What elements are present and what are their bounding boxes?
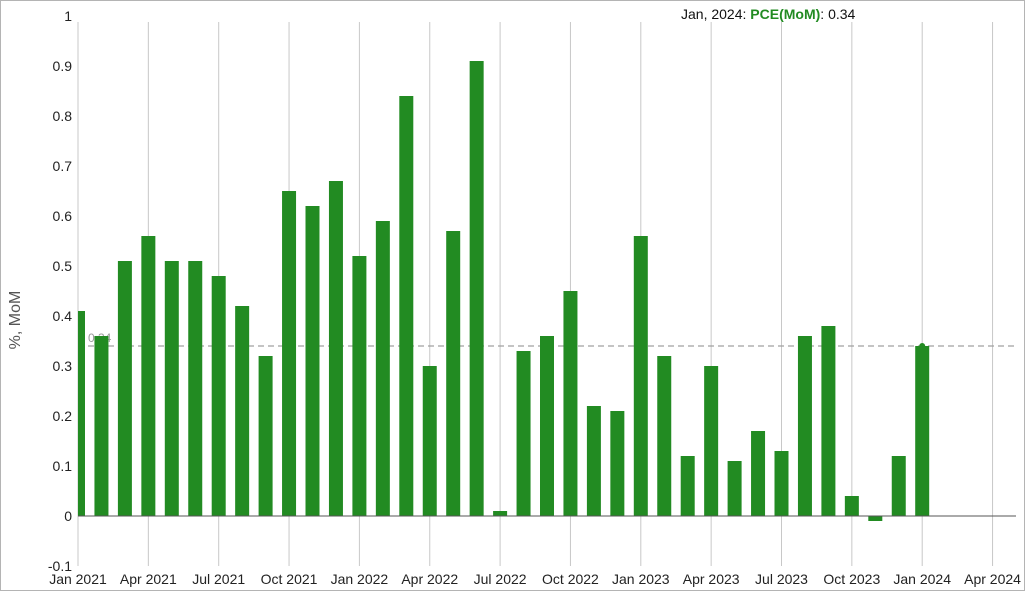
bar bbox=[446, 231, 461, 516]
bar bbox=[586, 406, 601, 516]
y-tick-label: 0.1 bbox=[53, 458, 73, 474]
bar bbox=[657, 356, 672, 516]
bar bbox=[680, 456, 695, 516]
x-tick-label: Jan 2022 bbox=[331, 571, 389, 587]
bar bbox=[891, 456, 906, 516]
bar bbox=[704, 366, 719, 516]
y-tick-label: 0.7 bbox=[53, 158, 73, 174]
y-tick-label: 0.6 bbox=[53, 208, 73, 224]
bar bbox=[352, 256, 367, 516]
hover-readout: Jan, 2024: PCE(MoM): 0.34 bbox=[681, 6, 856, 22]
x-tick-label: Oct 2023 bbox=[823, 571, 880, 587]
y-tick-label: 0.3 bbox=[53, 358, 73, 374]
bar bbox=[211, 276, 226, 516]
readout-date: Jan, 2024 bbox=[681, 6, 743, 22]
bar bbox=[258, 356, 273, 516]
readout-value: 0.34 bbox=[828, 6, 855, 22]
x-tick-label: Oct 2022 bbox=[542, 571, 599, 587]
y-tick-label: 0.5 bbox=[53, 258, 73, 274]
bar bbox=[915, 346, 930, 516]
x-axis-ticks: Jan 2021 Apr 2021 Jul 2021 Oct 2021 Jan 2022… bbox=[49, 571, 1021, 587]
bar bbox=[469, 61, 484, 516]
x-tick-label: Jan 2024 bbox=[893, 571, 951, 587]
bar bbox=[797, 336, 812, 516]
bar bbox=[563, 291, 578, 516]
readout-sep-2: : bbox=[820, 6, 828, 22]
x-tick-label: Jan 2021 bbox=[49, 571, 107, 587]
bar bbox=[821, 326, 836, 516]
bar bbox=[727, 461, 742, 516]
y-tick-label: -0.1 bbox=[48, 558, 72, 574]
bar bbox=[493, 511, 508, 516]
y-axis-title: %, MoM bbox=[7, 291, 24, 350]
x-tick-label: Jan 2023 bbox=[612, 571, 670, 587]
bar bbox=[305, 206, 320, 516]
bar bbox=[375, 221, 390, 516]
x-tick-label: Apr 2021 bbox=[120, 571, 177, 587]
bar bbox=[117, 261, 132, 516]
bar bbox=[164, 261, 179, 516]
highlight-marker bbox=[919, 343, 926, 349]
x-tick-label: Jul 2021 bbox=[192, 571, 245, 587]
bar bbox=[141, 236, 156, 516]
bar bbox=[94, 336, 109, 516]
y-tick-label: 0.9 bbox=[53, 58, 73, 74]
bar bbox=[516, 351, 531, 516]
y-tick-label: 0 bbox=[64, 508, 72, 524]
bar bbox=[328, 181, 343, 516]
bar bbox=[868, 516, 883, 521]
x-tick-label: Jul 2023 bbox=[755, 571, 808, 587]
bar bbox=[774, 451, 789, 516]
bar bbox=[422, 366, 437, 516]
bars bbox=[78, 61, 930, 521]
bar bbox=[844, 496, 859, 516]
bar bbox=[78, 311, 85, 516]
x-tick-label: Oct 2021 bbox=[261, 571, 318, 587]
x-tick-label: Apr 2022 bbox=[401, 571, 458, 587]
readout-sep-1: : bbox=[743, 6, 751, 22]
bar bbox=[751, 431, 766, 516]
y-tick-label: 0.4 bbox=[53, 308, 73, 324]
bar bbox=[282, 191, 297, 516]
y-tick-label: 1 bbox=[64, 8, 72, 24]
bar bbox=[540, 336, 554, 516]
y-tick-label: 0.8 bbox=[53, 108, 73, 124]
bar bbox=[188, 261, 203, 516]
y-tick-label: 0.2 bbox=[53, 408, 73, 424]
x-tick-label: Apr 2024 bbox=[964, 571, 1021, 587]
x-tick-label: Jul 2022 bbox=[474, 571, 527, 587]
readout-series-name: PCE(MoM) bbox=[750, 6, 820, 22]
bar bbox=[633, 236, 648, 516]
bar bbox=[610, 411, 625, 516]
y-axis-ticks: -0.1 0 0.1 0.2 0.3 0.4 0.5 0.6 0.7 0.8 0.9 1 bbox=[48, 8, 72, 574]
bar bbox=[399, 96, 414, 516]
x-tick-label: Apr 2023 bbox=[683, 571, 740, 587]
bar bbox=[235, 306, 250, 516]
